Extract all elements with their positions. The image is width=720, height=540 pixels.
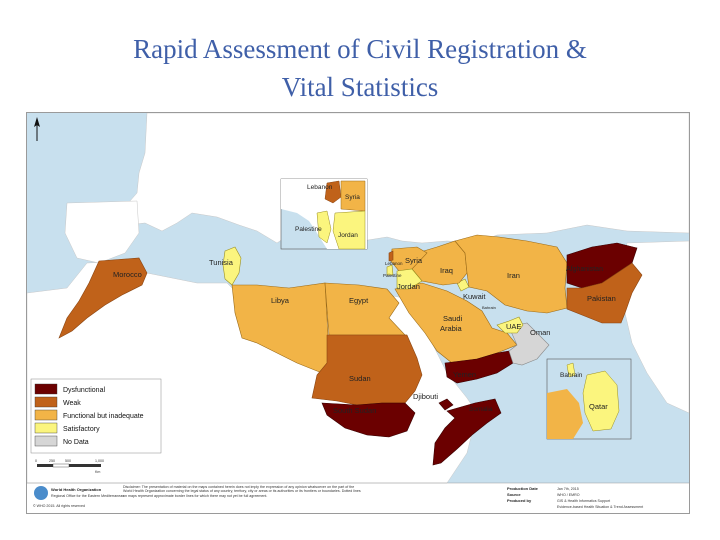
legend-swatch-functional [34, 409, 58, 421]
scale-tick-3: 1,000 [95, 459, 104, 463]
map-frame: Morocco Tunisia Libya Egypt Sudan South … [26, 112, 690, 514]
label-bahrain-small: Bahrain [482, 305, 496, 310]
country-palestine [386, 264, 394, 276]
inset-lebanon [324, 180, 342, 204]
inset-jordan [332, 210, 366, 250]
who-name: World Health Organization [51, 487, 102, 492]
inset-label-lebanon: Lebanon [307, 184, 333, 191]
label-south-sudan: South Sudan [333, 406, 376, 415]
label-sudan: Sudan [349, 374, 371, 383]
country-tunisia [222, 246, 242, 286]
inset-label-bahrain: Bahrain [560, 372, 583, 379]
title-line-1: Rapid Assessment of Civil Registration & [133, 34, 587, 64]
country-south-sudan [321, 402, 416, 438]
country-yemen [444, 350, 514, 384]
label-morocco: Morocco [113, 270, 142, 279]
country-lebanon [388, 250, 394, 262]
produced-by-1: GIS & Health Informatics Support [557, 499, 610, 503]
legend: Dysfunctional Weak Functional but inadeq… [30, 378, 162, 454]
label-oman: Oman [530, 328, 550, 337]
disclaimer-text: Disclaimer: The presentation of material… [123, 485, 361, 498]
label-egypt: Egypt [349, 296, 369, 305]
label-afghanistan: Afghanistan [566, 266, 603, 273]
label-yemen: Yemen [453, 370, 476, 379]
label-saudi-line1: Saudi [443, 314, 463, 323]
map-footer: World Health Organization Regional Offic… [27, 482, 689, 509]
scale-tick-0: 0 [35, 459, 37, 463]
gulf-inset: Bahrain Qatar [546, 358, 632, 440]
inset-label-palestine: Palestine [295, 226, 322, 233]
label-uae: UAE [506, 322, 521, 331]
label-palestine-small: Palestine [383, 273, 402, 278]
legend-label-functional: Functional but inadequate [63, 413, 144, 420]
label-syria: Syria [405, 256, 423, 265]
label-lebanon-small: Lebanon [385, 261, 403, 266]
region-map: Morocco Tunisia Libya Egypt Sudan South … [27, 113, 689, 509]
label-iraq: Iraq [440, 266, 453, 275]
label-somalia: Somalia [469, 406, 493, 413]
production-date-label: Production Date [507, 486, 539, 491]
who-logo-icon [34, 486, 48, 500]
scale-unit: Km [95, 470, 100, 474]
who-region: Regional Office for the Eastern Mediterr… [51, 494, 124, 498]
country-sudan [311, 334, 423, 406]
label-iran: Iran [507, 271, 520, 280]
inset-syria [340, 180, 366, 212]
scale-bar: 0 250 500 1,000 Km [35, 459, 104, 474]
legend-swatch-weak [34, 396, 58, 408]
country-uae [496, 316, 524, 334]
country-djibouti [438, 398, 454, 411]
legend-swatch-dysfunctional [34, 383, 58, 395]
source-label: Source [507, 492, 521, 497]
north-arrow-icon [34, 117, 40, 141]
legend-swatch-satisfactory [34, 422, 58, 434]
land-iberia [64, 200, 140, 264]
source: WHO / EMRO [557, 493, 580, 497]
scale-tick-1: 250 [49, 459, 55, 463]
inset-label-syria: Syria [345, 194, 360, 201]
country-morocco [58, 257, 148, 339]
who-copyright: © WHO 2015. All rights reserved [33, 504, 85, 508]
country-oman [508, 322, 550, 366]
legend-label-weak: Weak [63, 400, 81, 407]
label-djibouti: Djibouti [413, 392, 438, 401]
scale-tick-2: 500 [65, 459, 71, 463]
label-kuwait: Kuwait [463, 292, 486, 301]
inset-palestine [316, 210, 332, 244]
legend-label-no-data: No Data [63, 439, 89, 446]
produced-by-label: Produced by [507, 498, 532, 503]
title-line-2: Vital Statistics [281, 72, 439, 102]
slide-title: Rapid Assessment of Civil Registration &… [0, 30, 720, 106]
inset-bahrain [566, 362, 576, 378]
inset-qatar [582, 370, 620, 432]
country-somalia [432, 398, 502, 466]
label-saudi-line2: Arabia [440, 324, 463, 333]
inset-label-qatar: Qatar [589, 402, 608, 411]
legend-label-dysfunctional: Dysfunctional [63, 387, 105, 394]
legend-swatch-no-data [34, 435, 58, 447]
label-libya: Libya [271, 296, 290, 305]
legend-label-satisfactory: Satisfactory [63, 426, 100, 433]
country-iran [454, 234, 568, 314]
label-jordan: Jordan [397, 282, 420, 291]
country-jordan [396, 268, 423, 290]
production-date: Jan 7th, 2015 [557, 487, 579, 491]
label-pakistan: Pakistan [587, 294, 616, 303]
label-tunisia: Tunisia [209, 258, 234, 267]
inset-label-jordan: Jordan [338, 232, 358, 239]
levant-inset: Lebanon Syria Palestine Jordan [280, 178, 368, 250]
produced-by-2: Evidence-based Health Situation & Trend … [557, 505, 643, 509]
country-pakistan [566, 262, 643, 324]
